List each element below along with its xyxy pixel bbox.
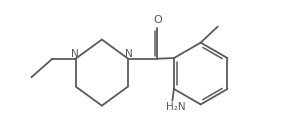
Text: N: N — [71, 49, 79, 59]
Text: O: O — [153, 15, 162, 25]
Text: H₂N: H₂N — [166, 102, 185, 112]
Text: N: N — [125, 49, 133, 59]
